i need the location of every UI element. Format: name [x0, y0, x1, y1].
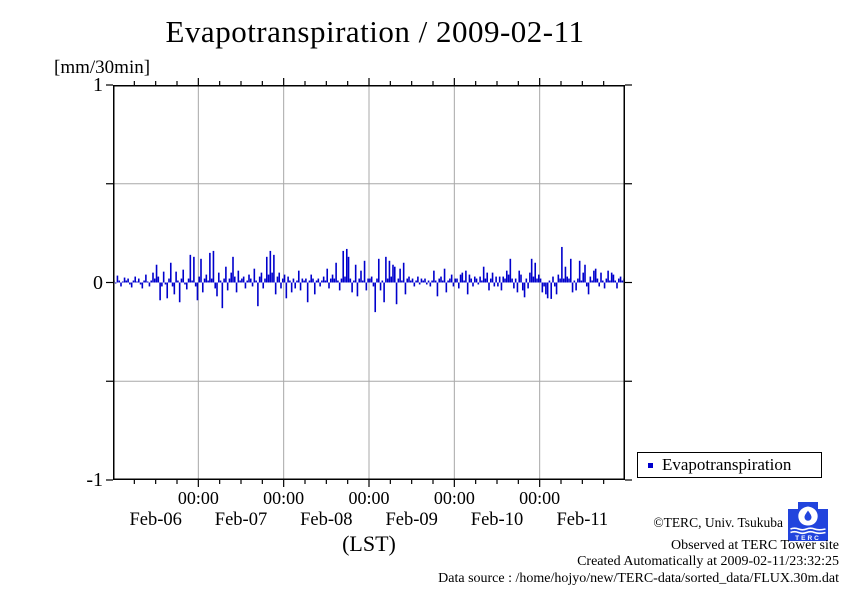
- y-axis-unit-label: [mm/30min]: [54, 57, 151, 78]
- x-time-tick-label: 00:00: [177, 488, 219, 508]
- legend-marker-square-icon: [648, 462, 653, 468]
- legend-label: Evapotranspiration: [662, 455, 792, 474]
- terc-logo-text: TERC: [795, 535, 821, 541]
- data-source-text: Data source : /home/hojyo/new/TERC-data/…: [438, 571, 839, 586]
- page-title: Evapotranspiration / 2009-02-11: [165, 14, 585, 49]
- plot-area: [106, 78, 632, 487]
- terc-logo: TERC: [788, 502, 828, 541]
- x-day-label: Feb-06: [129, 510, 182, 530]
- created-timestamp-text: Created Automatically at 2009-02-11/23:3…: [577, 554, 839, 569]
- y-tick-label: 0: [93, 271, 103, 294]
- x-day-label: Feb-09: [385, 510, 438, 530]
- legend-box: Evapotranspiration: [637, 452, 822, 478]
- y-tick-label: -1: [86, 469, 103, 491]
- copyright-text: ©TERC, Univ. Tsukuba: [653, 515, 783, 530]
- x-axis-label: (LST): [342, 531, 396, 556]
- x-day-label: Feb-10: [470, 510, 524, 530]
- terc-logo-wave-icon: [790, 530, 826, 535]
- x-day-label: Feb-07: [214, 510, 268, 530]
- x-time-tick-label: 00:00: [519, 488, 561, 508]
- x-time-tick-label: 00:00: [263, 488, 305, 508]
- x-day-label: Feb-08: [300, 510, 353, 530]
- terc-logo-wave-icon: [790, 527, 826, 531]
- y-tick-label: 1: [93, 74, 103, 96]
- x-time-tick-label: 00:00: [348, 488, 390, 508]
- x-time-tick-label: 00:00: [433, 488, 475, 508]
- x-day-label: Feb-11: [556, 510, 609, 530]
- water-drop-icon: [804, 510, 812, 521]
- observed-site-text: Observed at TERC Tower site: [670, 538, 839, 553]
